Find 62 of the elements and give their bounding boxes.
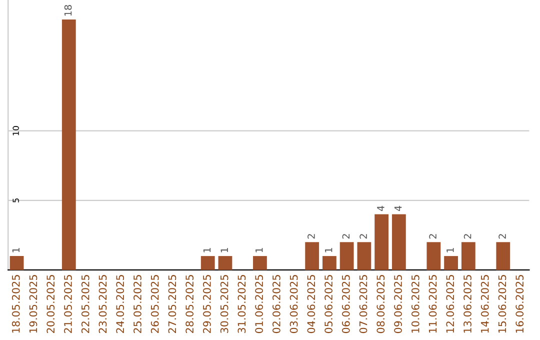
bar: [218, 256, 232, 270]
data-label: 1: [203, 248, 211, 252]
data-label: 2: [429, 234, 436, 239]
x-tick-label: 29.05.2025: [203, 275, 211, 334]
x-tick-label: 16.06.2025: [516, 275, 524, 333]
x-tick-label: 04.06.2025: [307, 275, 316, 334]
x-tick-label: 20.05.2025: [46, 275, 55, 334]
data-label: 1: [220, 248, 228, 252]
x-tick-label: 28.05.2025: [186, 275, 194, 334]
x-tick-label: 19.05.2025: [29, 275, 38, 333]
y-tick-label: 5: [12, 198, 19, 202]
x-tick-label: 05.06.2025: [324, 275, 332, 334]
data-label: 2: [498, 234, 506, 239]
x-tick-label: 02.06.2025: [272, 275, 280, 334]
data-label: 18: [64, 5, 72, 16]
bar: [340, 242, 354, 270]
data-label: 2: [360, 234, 367, 239]
x-tick-label: 22.05.2025: [81, 275, 90, 334]
x-tick-label: 27.05.2025: [168, 275, 176, 334]
bar: [426, 242, 441, 270]
x-tick-label: 30.05.2025: [220, 275, 228, 333]
x-tick-label: 06.06.2025: [342, 275, 350, 334]
bar: [10, 256, 24, 270]
x-tick-label: 25.05.2025: [134, 275, 142, 334]
x-tick-label: 07.06.2025: [359, 275, 368, 334]
x-tick-label: 12.06.2025: [446, 275, 454, 333]
data-label: 1: [325, 248, 332, 252]
data-label: 4: [377, 206, 384, 212]
x-tick-label: 14.06.2025: [480, 275, 489, 333]
bar: [322, 256, 336, 270]
data-label: 4: [394, 206, 402, 212]
x-tick-label: 13.06.2025: [464, 275, 472, 333]
x-tick-label: 24.05.2025: [116, 275, 124, 334]
bar: [444, 256, 458, 270]
bar: [305, 242, 320, 270]
x-tick-label: 23.05.2025: [98, 275, 107, 334]
bar: [461, 242, 476, 270]
bar: [253, 256, 267, 270]
x-tick-label: 10.06.2025: [411, 275, 420, 333]
x-tick-label: 03.06.2025: [290, 275, 298, 334]
x-tick-label: 15.06.2025: [498, 275, 506, 333]
x-tick-label: 01.06.2025: [255, 275, 263, 334]
data-label: 2: [464, 234, 472, 239]
bar: [392, 214, 406, 270]
data-label: 1: [12, 248, 20, 252]
y-tick-label: 10: [12, 126, 19, 136]
data-label: 1: [256, 248, 263, 252]
x-tick-label: 09.06.2025: [394, 275, 402, 334]
bar: [62, 19, 76, 270]
x-tick-label: 21.05.2025: [64, 275, 72, 334]
data-label: 2: [342, 234, 350, 239]
x-tick-label: 26.05.2025: [150, 275, 159, 334]
bar: [200, 256, 215, 270]
x-tick-label: 11.06.2025: [428, 275, 437, 333]
bar: [496, 242, 510, 270]
bar: [374, 214, 389, 270]
x-tick-label: 08.06.2025: [376, 275, 385, 334]
data-label: 1: [446, 248, 454, 252]
data-label: 2: [308, 234, 315, 239]
bar: [357, 242, 372, 270]
x-tick-label: 31.05.2025: [238, 275, 246, 333]
x-tick-label: 18.05.2025: [12, 275, 20, 333]
